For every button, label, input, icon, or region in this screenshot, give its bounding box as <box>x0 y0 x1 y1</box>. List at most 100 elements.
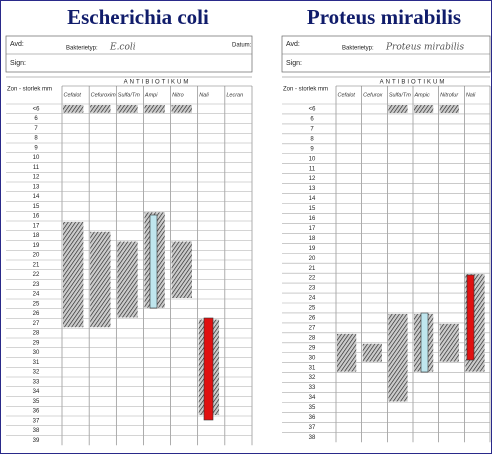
row-label: 19 <box>309 246 316 252</box>
column-header: Nali <box>466 92 476 98</box>
row-label: 21 <box>309 266 316 272</box>
row-label: 38 <box>309 435 316 441</box>
row-label: 32 <box>309 375 316 381</box>
tally-marks <box>439 105 459 113</box>
row-label: <6 <box>309 107 317 113</box>
tally-marks <box>117 105 138 113</box>
row-label: 39 <box>33 438 40 444</box>
row-label: 15 <box>309 206 316 212</box>
row-label: 12 <box>309 176 316 182</box>
zone-header: Zon - storlek mm <box>283 87 328 93</box>
row-label: 6 <box>310 117 314 123</box>
row-label: 10 <box>309 156 316 162</box>
handwriting: Proteus mirabilis <box>385 43 464 53</box>
row-label: 22 <box>309 276 316 282</box>
row-label: 18 <box>309 236 316 242</box>
column-header: Cefalot <box>338 92 356 98</box>
row-label: 13 <box>33 184 40 190</box>
row-label: 34 <box>309 395 316 401</box>
highlight-bar <box>149 214 158 309</box>
row-label: 31 <box>33 360 40 366</box>
row-label: 33 <box>33 379 40 385</box>
column-header: Nitrofur <box>440 92 459 98</box>
column-header: Cefurox <box>363 92 383 98</box>
row-label: 9 <box>34 145 38 151</box>
tally-marks <box>171 241 192 298</box>
row-label: 25 <box>33 301 40 307</box>
row-label: 9 <box>310 146 314 152</box>
tally-marks <box>388 105 408 113</box>
row-label: 26 <box>309 316 316 322</box>
column-header: Sulfa/Tm <box>389 92 411 98</box>
tally-marks <box>388 313 408 402</box>
row-label: 29 <box>33 340 40 346</box>
row-label: 20 <box>309 256 316 262</box>
row-label: 24 <box>33 292 40 298</box>
column-header: Cefuroxim <box>91 92 116 98</box>
row-label: 15 <box>33 204 40 210</box>
highlight-bar <box>466 274 475 361</box>
row-label: 30 <box>309 355 316 361</box>
row-label: 30 <box>33 350 40 356</box>
row-label: 11 <box>33 165 40 171</box>
column-header: Ampi <box>144 92 158 98</box>
row-label: 8 <box>310 136 314 142</box>
row-label: 35 <box>309 405 316 411</box>
row-label: 11 <box>309 166 316 172</box>
row-label: 7 <box>310 126 314 132</box>
row-label: 14 <box>309 196 316 202</box>
row-label: 12 <box>33 175 40 181</box>
row-label: 23 <box>309 286 316 292</box>
row-label: 31 <box>309 365 316 371</box>
row-label: 27 <box>309 325 316 331</box>
tally-marks <box>171 105 192 113</box>
table-header: ANTIBIOTIKUM <box>380 80 447 86</box>
tally-marks <box>117 241 138 318</box>
zone-header: Zon - storlek mm <box>7 87 52 93</box>
tally-marks <box>337 333 357 372</box>
column-header: Lecran <box>226 92 243 98</box>
row-label: 10 <box>33 155 40 161</box>
row-label: 21 <box>33 262 40 268</box>
row-label: 16 <box>309 216 316 222</box>
row-label: 28 <box>33 331 40 337</box>
row-label: 29 <box>309 345 316 351</box>
column-header: Nali <box>199 92 209 98</box>
tally-marks <box>414 105 434 113</box>
field-label: Bakterietyp: <box>342 46 374 52</box>
column-header: Nitro <box>172 92 184 98</box>
row-label: 28 <box>309 335 316 341</box>
highlight-bar <box>203 317 214 421</box>
tally-marks <box>63 105 84 113</box>
row-label: 19 <box>33 243 40 249</box>
row-label: 22 <box>33 272 40 278</box>
row-label: 36 <box>33 409 40 415</box>
column-header: Sulfa/Tm <box>118 92 140 98</box>
row-label: 17 <box>33 223 40 229</box>
field-label: Avd: <box>286 41 300 48</box>
row-label: 33 <box>309 385 316 391</box>
tally-marks <box>90 231 111 328</box>
row-label: 38 <box>33 428 40 434</box>
tally-marks <box>362 343 382 362</box>
row-label: 23 <box>33 282 40 288</box>
row-label: 37 <box>33 418 40 424</box>
row-label: 20 <box>33 253 40 259</box>
field-label: Sign: <box>286 60 302 67</box>
row-label: 25 <box>309 306 316 312</box>
tally-marks <box>439 323 459 362</box>
row-label: 27 <box>33 321 40 327</box>
row-label: 7 <box>34 126 38 132</box>
field-label: Bakterietyp: <box>66 46 98 52</box>
row-label: <6 <box>33 106 41 112</box>
row-label: 35 <box>33 399 40 405</box>
row-label: 24 <box>309 296 316 302</box>
tally-marks <box>144 105 165 113</box>
row-label: 37 <box>309 425 316 431</box>
column-header: Ampic <box>414 92 431 98</box>
row-label: 14 <box>33 194 40 200</box>
tally-marks <box>90 105 111 113</box>
row-label: 16 <box>33 214 40 220</box>
row-label: 17 <box>309 226 316 232</box>
